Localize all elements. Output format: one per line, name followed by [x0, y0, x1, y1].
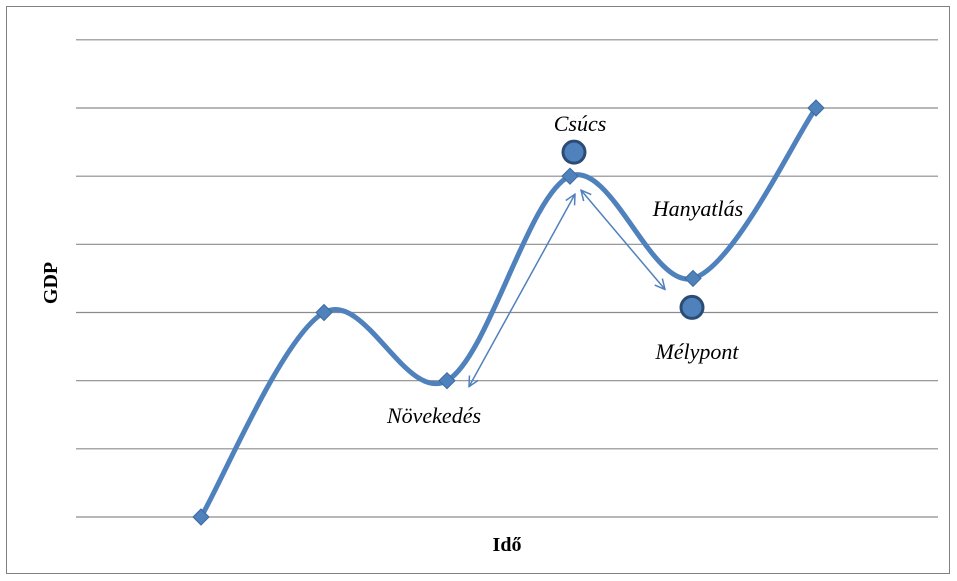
data-point-marker	[438, 371, 456, 390]
annotation-trough-label: Mélypont	[654, 339, 739, 364]
data-point-marker	[561, 167, 579, 185]
annotation-arrows	[469, 190, 665, 386]
annotation-decline-label: Hanyatlás	[652, 196, 743, 221]
growth-arrow	[469, 194, 575, 386]
annotation-growth-label: Növekedés	[386, 403, 481, 428]
series-markers	[192, 99, 825, 526]
annotation-circles	[561, 139, 705, 320]
data-point-marker	[192, 508, 210, 526]
x-axis-title: Idő	[493, 534, 522, 556]
data-point-marker	[684, 269, 702, 288]
decline-arrow	[581, 190, 665, 289]
y-axis-title: GDP	[40, 262, 62, 304]
annotation-peak-label: Csúcs	[554, 111, 607, 136]
annotation-trough-circle	[679, 294, 705, 320]
data-point-marker	[315, 303, 333, 322]
annotation-peak-circle	[561, 139, 587, 165]
data-point-marker	[807, 99, 825, 117]
series-line	[198, 105, 819, 520]
